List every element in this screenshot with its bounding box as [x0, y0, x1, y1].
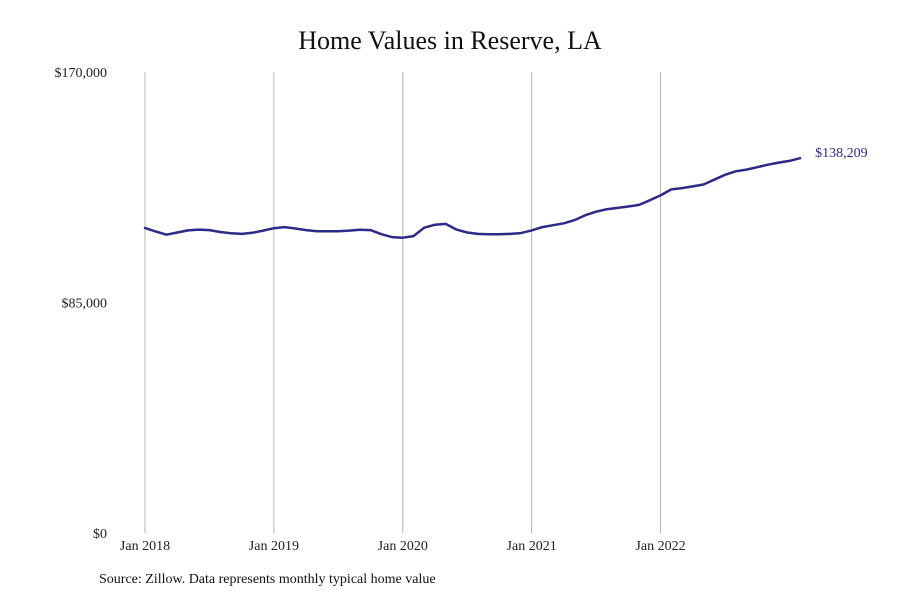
source-note: Source: Zillow. Data represents monthly …: [99, 572, 436, 587]
y-tick-label: $0: [93, 527, 107, 542]
x-tick-label: Jan 2021: [507, 539, 557, 554]
gridlines: [144, 72, 662, 533]
x-tick-label: Jan 2022: [635, 539, 685, 554]
series-layer: $138,209: [143, 146, 868, 239]
chart-title: Home Values in Reserve, LA: [298, 26, 602, 55]
y-tick-label: $170,000: [55, 66, 108, 81]
y-axis-ticks: $0 $85,000 $170,000: [55, 66, 108, 542]
x-axis-ticks: Jan 2018 Jan 2019 Jan 2020 Jan 2021 Jan 2022: [120, 539, 686, 554]
y-tick-label: $85,000: [62, 297, 108, 312]
x-tick-label: Jan 2019: [249, 539, 299, 554]
end-value-label: $138,209: [815, 146, 868, 161]
x-tick-label: Jan 2018: [120, 539, 170, 554]
x-tick-label: Jan 2020: [378, 539, 428, 554]
series-line: [143, 156, 802, 239]
